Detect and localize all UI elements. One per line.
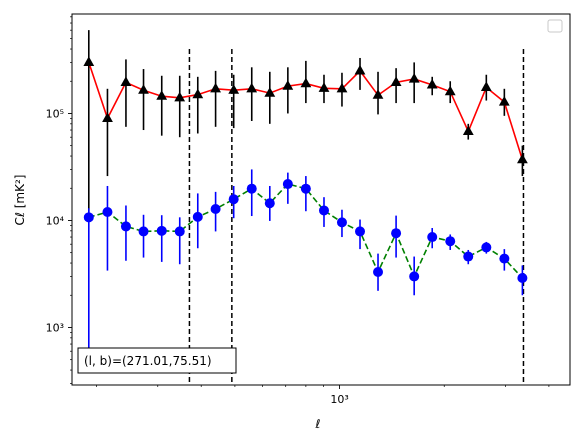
triangle-marker	[300, 77, 312, 88]
circle-marker	[102, 206, 113, 217]
annotation-text: (l, b)=(271.01,75.51)	[84, 354, 212, 368]
circle-marker	[409, 271, 420, 282]
y-tick-label: 10³	[46, 321, 64, 334]
circle-marker	[355, 226, 366, 237]
circle-marker	[427, 232, 438, 243]
error-bars	[87, 30, 524, 369]
circle-marker	[336, 217, 347, 228]
triangle-marker	[426, 78, 438, 89]
circle-marker	[373, 266, 384, 277]
circle-marker	[174, 226, 185, 237]
triangle-marker	[174, 91, 186, 102]
circle-marker	[463, 251, 474, 262]
triangle-marker	[354, 64, 366, 75]
circle-marker	[264, 198, 275, 209]
triangle-marker	[318, 82, 330, 92]
triangle-marker	[264, 87, 276, 97]
triangle-marker	[210, 82, 221, 93]
circle-marker	[499, 253, 510, 264]
triangle-marker	[517, 153, 528, 164]
triangle-marker	[83, 56, 95, 66]
circle-marker	[481, 242, 492, 253]
circle-marker	[282, 179, 293, 190]
triangle-marker	[282, 80, 294, 90]
circle-marker	[228, 194, 239, 205]
circle-marker	[156, 225, 167, 236]
triangle-marker	[192, 88, 204, 99]
y-axis-label: Cℓ [mK²]	[13, 175, 27, 226]
triangle-marker	[408, 73, 420, 83]
triangle-marker	[372, 89, 384, 99]
plot-frame	[71, 13, 571, 386]
triangle-marker	[138, 84, 149, 94]
y-tick-label: 10⁵	[46, 107, 64, 120]
triangle-marker	[444, 85, 456, 96]
triangle-marker	[102, 112, 113, 122]
circle-marker	[391, 228, 402, 239]
circle-marker	[517, 272, 528, 283]
legend-box[interactable]	[547, 19, 563, 33]
circle-marker	[192, 211, 203, 222]
circle-marker	[318, 205, 329, 216]
circle-marker	[120, 221, 131, 232]
triangle-marker	[120, 76, 132, 86]
triangle-marker	[246, 82, 258, 93]
plot-area	[72, 14, 570, 385]
triangle-marker	[480, 81, 492, 91]
circle-marker	[246, 183, 257, 194]
x-tick-label: 10³	[330, 393, 348, 406]
circle-marker	[138, 226, 149, 237]
annotation-box	[77, 347, 237, 374]
circle-marker	[300, 183, 311, 194]
triangle-marker	[228, 84, 240, 94]
circle-marker	[445, 236, 456, 247]
x-axis-label: ℓ	[315, 417, 321, 431]
data-markers	[83, 56, 528, 283]
triangle-marker	[498, 96, 510, 106]
y-tick-label: 10⁴	[46, 214, 65, 227]
triangle-marker	[390, 76, 402, 86]
triangle-marker	[462, 125, 474, 135]
circle-marker	[210, 203, 221, 214]
circle-marker	[83, 212, 94, 223]
triangle-marker	[156, 90, 168, 100]
triangle-marker	[336, 82, 348, 93]
vertical-lines	[188, 49, 525, 385]
